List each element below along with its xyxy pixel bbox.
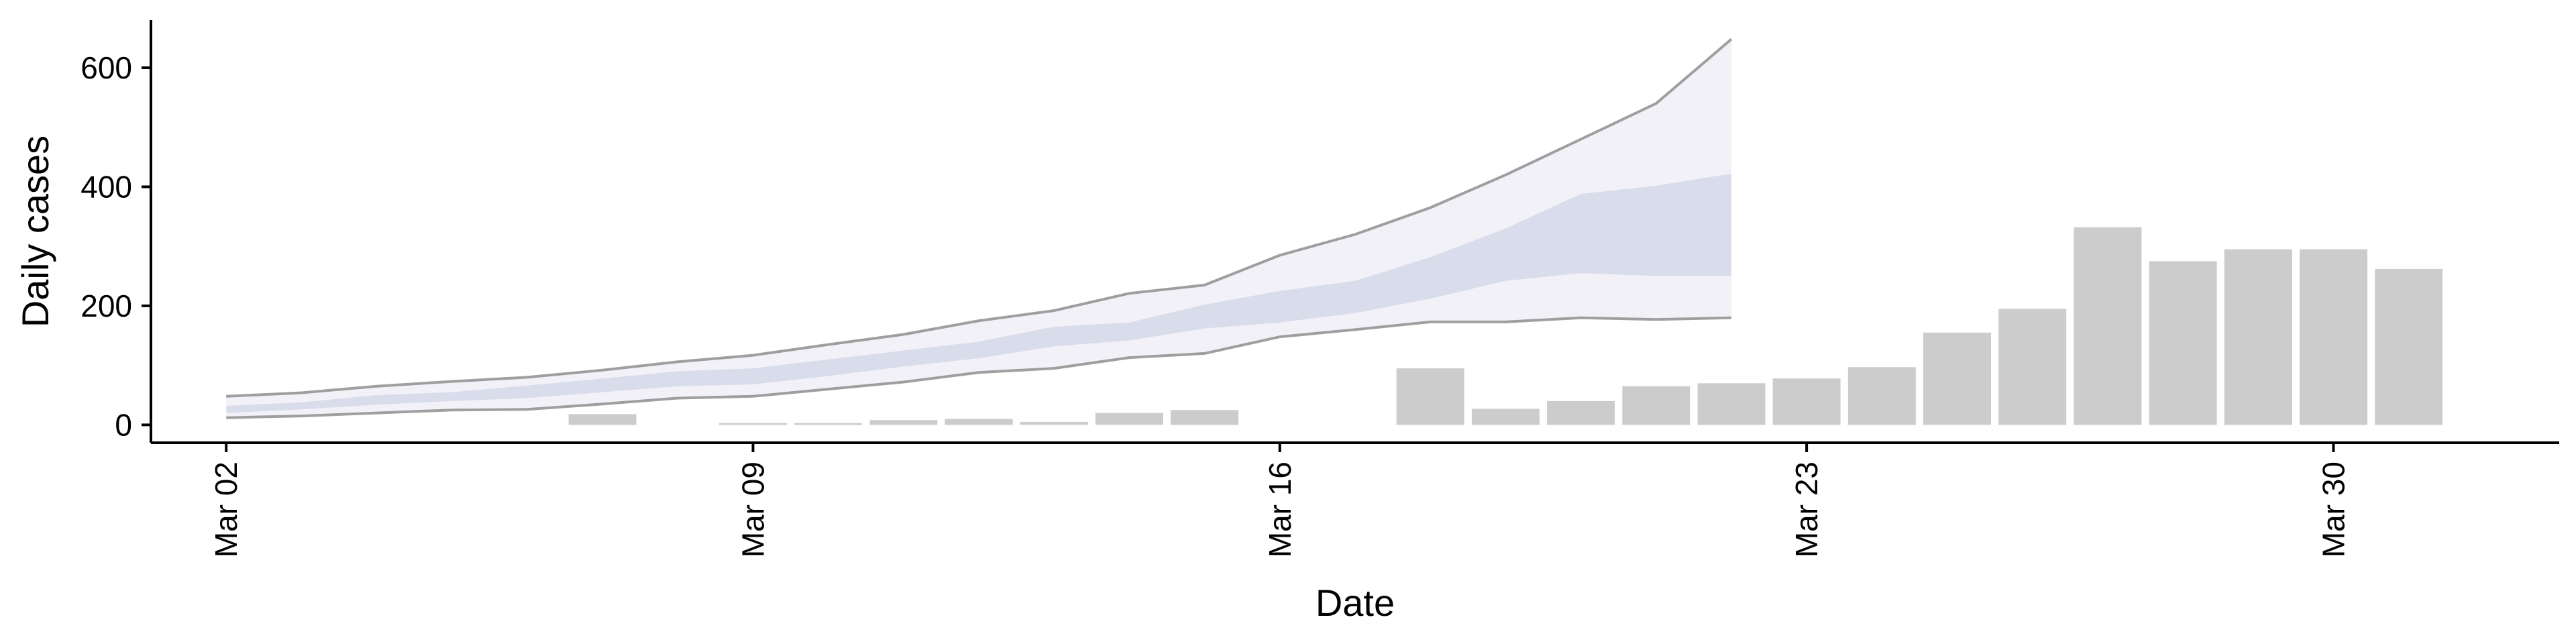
x-axis-title: Date bbox=[1316, 582, 1395, 624]
bar bbox=[2300, 249, 2367, 425]
outer-interval-band bbox=[226, 39, 1731, 418]
y-ticks: 0 200 400 600 bbox=[80, 50, 151, 442]
bar bbox=[2375, 268, 2443, 425]
bar bbox=[1396, 368, 1464, 425]
x-tick-label: Mar 09 bbox=[736, 462, 771, 557]
y-tick-label: 200 bbox=[80, 288, 132, 323]
bar bbox=[719, 423, 787, 425]
axes bbox=[150, 20, 2559, 444]
outer-upper-line bbox=[226, 38, 1733, 398]
bar bbox=[1171, 410, 1239, 425]
y-tick-label: 0 bbox=[115, 407, 132, 442]
bar bbox=[1772, 378, 1841, 425]
x-tick-label: Mar 23 bbox=[1789, 462, 1824, 557]
bar bbox=[1697, 383, 1766, 425]
bar bbox=[1471, 409, 1540, 425]
bar bbox=[945, 419, 1013, 425]
x-tick-label: Mar 30 bbox=[2316, 462, 2351, 557]
bar bbox=[1095, 413, 1163, 425]
bar bbox=[869, 420, 938, 425]
bars bbox=[568, 227, 2443, 425]
bar bbox=[1622, 386, 1690, 425]
bar bbox=[1547, 400, 1615, 425]
estimate-bands bbox=[226, 38, 1733, 419]
inner-interval-band bbox=[226, 173, 1731, 413]
y-tick-label: 600 bbox=[80, 50, 132, 85]
x-tick-label: Mar 02 bbox=[209, 462, 244, 557]
x-ticks: Mar 02 Mar 09 Mar 16 Mar 23 Mar 30 bbox=[209, 443, 2351, 557]
bar bbox=[1020, 421, 1088, 425]
bar bbox=[2149, 261, 2217, 425]
bar bbox=[1847, 367, 1916, 425]
y-tick-label: 400 bbox=[80, 169, 132, 204]
bar bbox=[794, 423, 863, 425]
bar bbox=[2074, 227, 2142, 425]
outer-lower-line bbox=[226, 316, 1731, 419]
bar bbox=[568, 414, 637, 425]
bar bbox=[2224, 249, 2292, 425]
bar bbox=[1923, 332, 1991, 425]
bar bbox=[1998, 309, 2067, 425]
x-tick-label: Mar 16 bbox=[1263, 462, 1297, 557]
y-axis-title: Daily cases bbox=[14, 136, 56, 327]
